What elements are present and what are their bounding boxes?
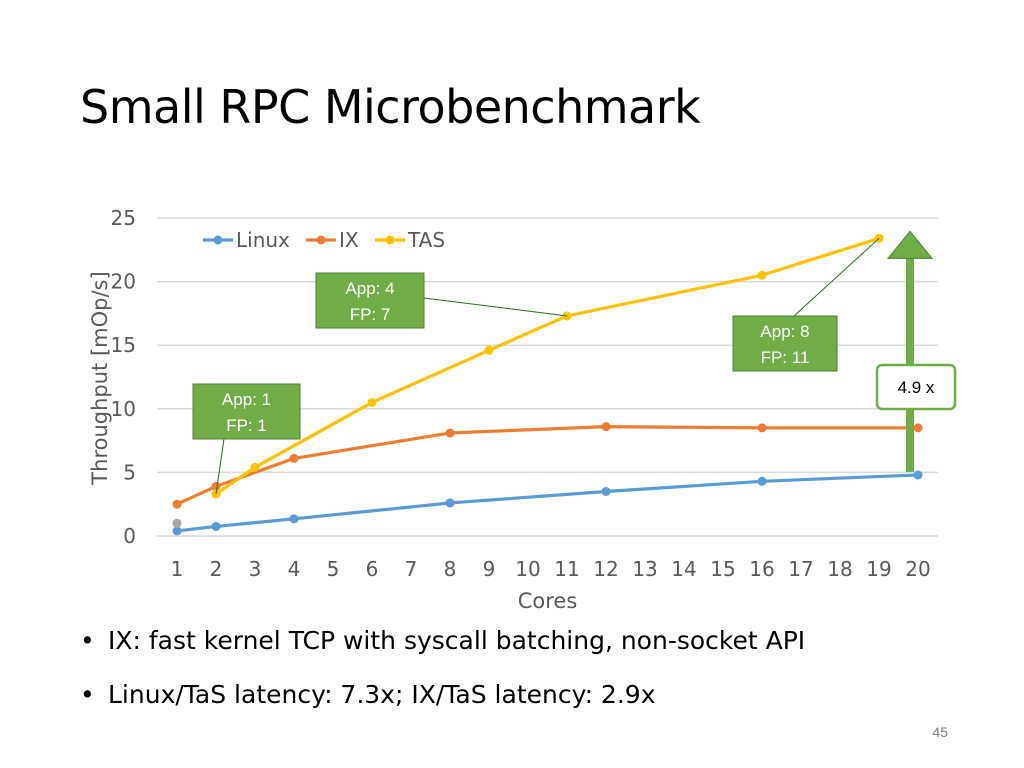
callout-text: FP: 7 <box>350 305 391 324</box>
x-tick-label: 8 <box>444 557 457 581</box>
legend-swatch-marker <box>316 235 326 245</box>
callout-box: App: 1 FP: 1 <box>192 383 301 495</box>
callout-text: FP: 1 <box>226 416 267 435</box>
bullet-item: IX: fast kernel TCP with syscall batchin… <box>80 614 805 668</box>
data-point <box>913 423 923 433</box>
y-tick-label: 15 <box>111 333 136 357</box>
speedup-label-box <box>875 363 957 411</box>
data-point <box>172 499 182 509</box>
x-tick-label: 5 <box>327 557 340 581</box>
x-tick-label: 14 <box>671 557 696 581</box>
x-tick-label: 18 <box>827 557 852 581</box>
y-axis-title: Throughput [mOp/s] <box>88 271 112 485</box>
x-tick-label: 16 <box>749 557 774 581</box>
x-tick-label: 13 <box>632 557 657 581</box>
x-tick-label: 4 <box>288 557 301 581</box>
x-tick-label: 7 <box>405 557 418 581</box>
legend-swatch-marker <box>385 235 395 245</box>
legend: Linux IX TAS <box>203 228 445 252</box>
callout-leader <box>793 237 880 317</box>
data-series <box>172 233 923 536</box>
data-point <box>601 422 611 432</box>
data-point <box>601 486 611 496</box>
slide-title: Small RPC Microbenchmark <box>80 80 701 134</box>
callout-box: App: 4 FP: 7 <box>315 272 568 329</box>
y-tick-label: 10 <box>111 397 136 421</box>
legend-label: TAS <box>407 228 445 252</box>
legend-label: IX <box>339 228 359 252</box>
x-tick-label: 17 <box>788 557 813 581</box>
data-point <box>211 521 221 531</box>
bullet-item: Linux/TaS latency: 7.3x; IX/TaS latency:… <box>80 668 805 722</box>
legend-label: Linux <box>236 228 290 252</box>
x-tick-label: 15 <box>710 557 735 581</box>
callout-leader <box>423 297 568 317</box>
callouts: App: 1 FP: 1 App: 4 FP: 7 App: 8 FP: 11 <box>192 237 880 495</box>
callout-text: App: 1 <box>222 390 271 409</box>
speedup-label: 4.9 x <box>898 378 935 397</box>
callout-text: FP: 11 <box>761 348 810 367</box>
data-point <box>250 462 260 472</box>
x-tick-label: 11 <box>554 557 579 581</box>
x-tick-label: 20 <box>905 557 930 581</box>
legend-item-tas: TAS <box>375 228 445 252</box>
speedup-arrow-head <box>886 230 934 259</box>
data-point <box>757 423 767 433</box>
x-tick-label: 12 <box>593 557 618 581</box>
data-point <box>172 518 182 528</box>
data-point <box>445 498 455 508</box>
data-point <box>172 526 182 536</box>
callout-text: App: 4 <box>345 279 394 298</box>
data-point <box>289 453 299 463</box>
series-line <box>176 473 919 533</box>
data-point <box>367 397 377 407</box>
x-tick-label: 9 <box>483 557 496 581</box>
grid-lines <box>157 217 938 537</box>
callout-text: App: 8 <box>760 322 809 341</box>
callout-rect <box>315 272 425 329</box>
data-point <box>757 270 767 280</box>
callout-rect <box>732 315 838 372</box>
data-point <box>484 345 494 355</box>
series-ix <box>172 422 923 509</box>
y-tick-label: 5 <box>123 460 136 484</box>
y-tick-labels: 0 5 10 15 20 25 <box>111 206 136 548</box>
x-tick-label: 3 <box>249 557 262 581</box>
x-tick-label: 19 <box>866 557 891 581</box>
data-point <box>757 476 767 486</box>
y-tick-label: 20 <box>111 270 136 294</box>
callout-box: App: 8 FP: 11 <box>732 237 880 372</box>
legend-swatch-marker <box>213 235 223 245</box>
callout-leader <box>215 438 225 495</box>
x-tick-labels: 1 2 3 4 5 6 7 8 9 10 11 12 13 14 15 16 17 18 19 20 <box>171 557 931 581</box>
data-point <box>211 481 221 491</box>
x-axis-title: Cores <box>518 589 578 610</box>
speedup-indicator: 4.9 x <box>875 230 957 472</box>
callout-rect <box>192 383 301 440</box>
x-tick-label: 10 <box>515 557 540 581</box>
y-tick-label: 0 <box>123 524 136 548</box>
data-point <box>289 514 299 524</box>
page-number: 45 <box>932 724 948 740</box>
series-tas <box>211 233 884 499</box>
series-linux <box>172 470 923 536</box>
legend-item-ix: IX <box>306 228 359 252</box>
data-point <box>913 470 923 480</box>
y-tick-label: 25 <box>111 206 136 230</box>
legend-item-linux: Linux <box>203 228 290 252</box>
bullet-list: IX: fast kernel TCP with syscall batchin… <box>80 614 805 722</box>
x-tick-label: 6 <box>366 557 379 581</box>
data-point <box>445 428 455 438</box>
x-tick-label: 1 <box>171 557 184 581</box>
x-tick-label: 2 <box>210 557 223 581</box>
